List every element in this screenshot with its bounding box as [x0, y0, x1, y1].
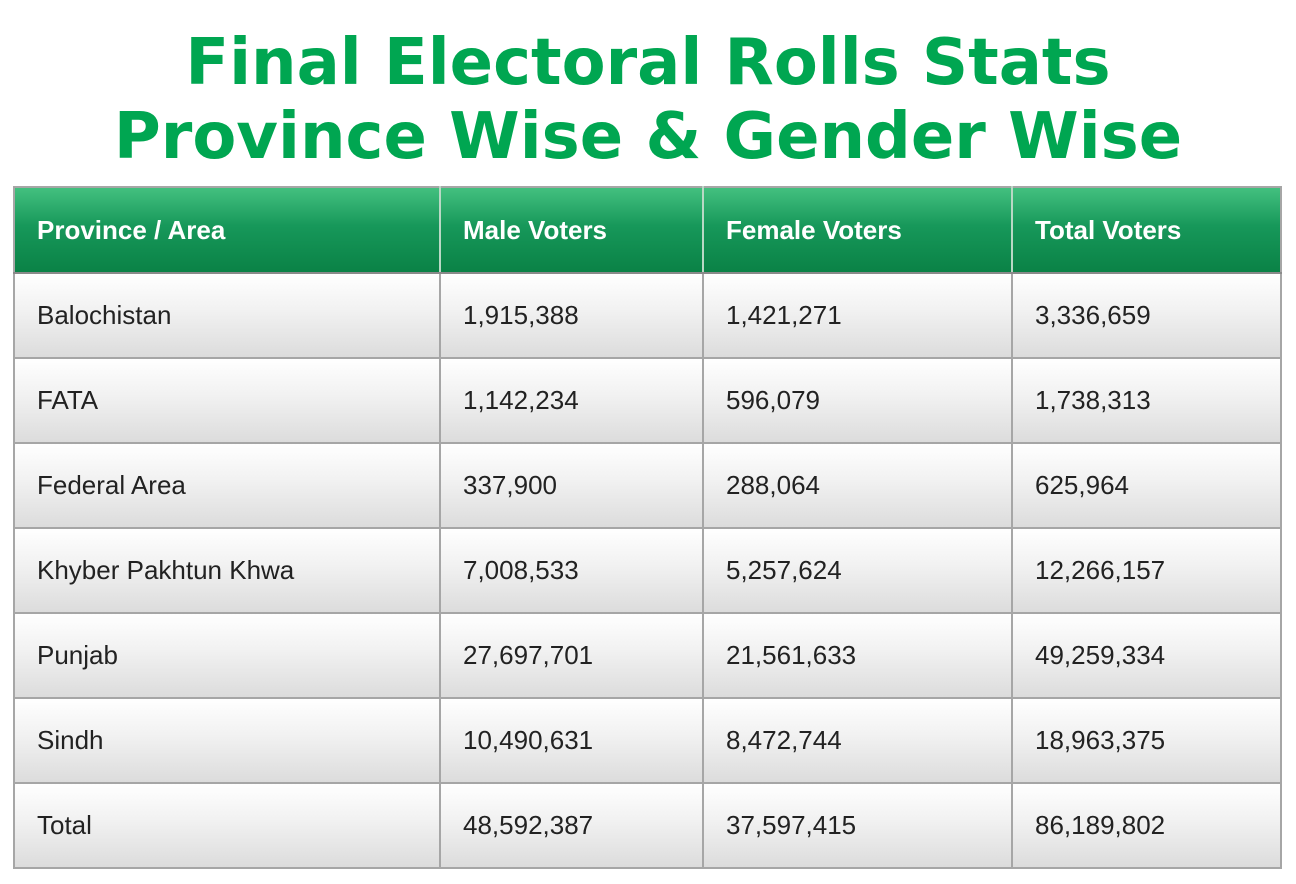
cell-total-voters: 86,189,802 — [1011, 782, 1281, 868]
table-row: Punjab 27,697,701 21,561,633 49,259,334 — [14, 612, 1281, 698]
cell-female-voters: 5,257,624 — [702, 527, 1012, 613]
table-header-row: Province / Area Male Voters Female Voter… — [14, 187, 1281, 274]
cell-total-voters: 49,259,334 — [1011, 612, 1281, 698]
cell-female-voters: 1,421,271 — [702, 272, 1012, 358]
electoral-stats-table: Province / Area Male Voters Female Voter… — [13, 186, 1282, 869]
cell-total-voters: 12,266,157 — [1011, 527, 1281, 613]
header-total-voters: Total Voters — [1011, 187, 1281, 274]
page-title: Final Electoral Rolls Stats Province Wis… — [0, 26, 1296, 174]
cell-province: Khyber Pakhtun Khwa — [14, 527, 440, 613]
cell-province: Balochistan — [14, 272, 440, 358]
title-line-1: Final Electoral Rolls Stats — [185, 26, 1111, 100]
cell-female-voters: 37,597,415 — [702, 782, 1012, 868]
table-row: Sindh 10,490,631 8,472,744 18,963,375 — [14, 697, 1281, 783]
cell-province: Sindh — [14, 697, 440, 783]
cell-total-voters: 3,336,659 — [1011, 272, 1281, 358]
header-province: Province / Area — [14, 187, 440, 274]
header-male-voters: Male Voters — [439, 187, 703, 274]
cell-male-voters: 1,915,388 — [439, 272, 703, 358]
cell-male-voters: 7,008,533 — [439, 527, 703, 613]
cell-male-voters: 1,142,234 — [439, 357, 703, 443]
table-row: Balochistan 1,915,388 1,421,271 3,336,65… — [14, 272, 1281, 358]
cell-female-voters: 21,561,633 — [702, 612, 1012, 698]
cell-province: Total — [14, 782, 440, 868]
cell-total-voters: 1,738,313 — [1011, 357, 1281, 443]
header-female-voters: Female Voters — [702, 187, 1012, 274]
table-row: FATA 1,142,234 596,079 1,738,313 — [14, 357, 1281, 443]
cell-female-voters: 596,079 — [702, 357, 1012, 443]
cell-total-voters: 625,964 — [1011, 442, 1281, 528]
cell-female-voters: 8,472,744 — [702, 697, 1012, 783]
title-line-2: Province Wise & Gender Wise — [113, 100, 1183, 174]
cell-male-voters: 48,592,387 — [439, 782, 703, 868]
table-row: Khyber Pakhtun Khwa 7,008,533 5,257,624 … — [14, 527, 1281, 613]
cell-male-voters: 10,490,631 — [439, 697, 703, 783]
cell-total-voters: 18,963,375 — [1011, 697, 1281, 783]
cell-province: FATA — [14, 357, 440, 443]
cell-male-voters: 337,900 — [439, 442, 703, 528]
cell-male-voters: 27,697,701 — [439, 612, 703, 698]
cell-province: Federal Area — [14, 442, 440, 528]
cell-province: Punjab — [14, 612, 440, 698]
table-row-total: Total 48,592,387 37,597,415 86,189,802 — [14, 782, 1281, 868]
cell-female-voters: 288,064 — [702, 442, 1012, 528]
table-row: Federal Area 337,900 288,064 625,964 — [14, 442, 1281, 528]
